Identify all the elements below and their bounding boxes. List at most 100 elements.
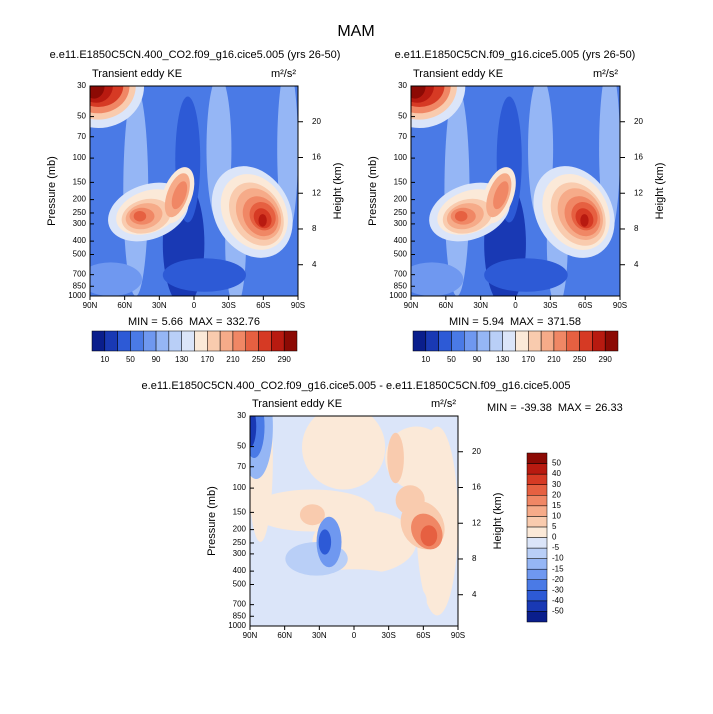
y2-axis-label: Height (km): [654, 163, 666, 220]
colorbar-box: [526, 590, 548, 602]
y-tick-label: 1000: [228, 621, 246, 630]
y-tick-label: 70: [77, 132, 86, 141]
colorbar-label: 90: [473, 355, 482, 364]
colorbar-box: [502, 330, 516, 352]
contour-field: [250, 416, 458, 626]
left-string: Transient eddy KE: [252, 398, 342, 410]
colorbar-box: [271, 330, 285, 352]
y-tick-label: 1000: [389, 291, 407, 300]
y-tick-label: 1000: [68, 291, 86, 300]
colorbar-box: [526, 463, 548, 475]
colorbar-label: -50: [552, 607, 564, 616]
y-tick-label: 150: [73, 177, 87, 186]
colorbar-label: -30: [552, 585, 564, 594]
x-tick-label: 60S: [578, 301, 592, 310]
colorbar-box: [412, 330, 427, 352]
contour-fill: [90, 86, 105, 99]
y2-tick-label: 8: [312, 224, 317, 233]
panel-title: e.e11.E1850C5CN.400_CO2.f09_g16.cice5.00…: [142, 380, 571, 392]
contour-fill: [580, 214, 589, 227]
stat-max: 371.58: [547, 316, 581, 328]
y-tick-label: 200: [394, 195, 408, 204]
colorbar-box: [91, 330, 106, 352]
y-tick-label: 700: [394, 270, 408, 279]
colorbar-label: 10: [100, 355, 109, 364]
contour-fill: [411, 262, 464, 296]
colorbar-box: [526, 526, 548, 538]
contour-fill: [484, 258, 568, 292]
x-tick-label: 30S: [222, 301, 236, 310]
y2-tick-label: 8: [472, 554, 477, 563]
y-tick-label: 300: [394, 219, 408, 228]
colorbar-box: [592, 330, 606, 352]
colorbar-label: 210: [226, 355, 240, 364]
y-tick-label: 70: [398, 132, 407, 141]
contour-fill: [90, 262, 142, 296]
right-string: m²/s²: [271, 68, 296, 80]
x-tick-label: 90N: [83, 301, 98, 310]
colorbar-label: 250: [573, 355, 587, 364]
colorbar-box: [526, 505, 548, 517]
y-tick-label: 100: [233, 483, 247, 492]
colorbar-box: [219, 330, 234, 352]
colorbar-box: [526, 568, 548, 580]
x-tick-label: 60S: [256, 301, 270, 310]
x-tick-label: 90S: [291, 301, 305, 310]
y-tick-label: 850: [233, 611, 247, 620]
y2-tick-label: 4: [472, 590, 477, 599]
colorbar-box: [553, 330, 567, 352]
colorbar-box: [579, 330, 593, 352]
colorbar-box: [245, 330, 259, 352]
colorbar-label: 50: [552, 459, 561, 468]
y-tick-label: 300: [73, 219, 87, 228]
x-tick-label: 60S: [416, 631, 430, 640]
left-string: Transient eddy KE: [92, 68, 182, 80]
y-axis-label: Pressure (mb): [46, 156, 58, 226]
colorbar-box: [194, 330, 208, 352]
colorbar-box: [489, 330, 503, 352]
colorbar-box: [526, 579, 548, 591]
colorbar-box: [526, 452, 548, 464]
y-tick-label: 150: [233, 507, 247, 516]
x-tick-label: 30S: [543, 301, 557, 310]
right-string: m²/s²: [431, 398, 456, 410]
x-tick-label: 30N: [473, 301, 488, 310]
contour-fill: [318, 529, 332, 555]
colorbar-box: [283, 330, 298, 352]
colorbar-label: 170: [201, 355, 215, 364]
contour-fill: [395, 485, 425, 515]
colorbar-box: [526, 558, 548, 570]
colorbar-box: [526, 611, 548, 623]
x-tick-label: 30S: [382, 631, 396, 640]
colorbar-label: 5: [552, 522, 557, 531]
x-tick-label: 60N: [438, 301, 453, 310]
x-tick-label: 0: [352, 631, 357, 640]
y2-tick-label: 16: [312, 153, 321, 162]
contour-fill: [281, 569, 427, 626]
colorbar-box: [258, 330, 272, 352]
contour-fill: [299, 504, 325, 526]
y-axis-label: Pressure (mb): [367, 156, 379, 226]
colorbar-label: 50: [126, 355, 135, 364]
panel-title: e.e11.E1850C5CN.f09_g16.cice5.005 (yrs 2…: [395, 49, 636, 61]
y-tick-label: 700: [73, 270, 87, 279]
contour-fill: [171, 181, 188, 210]
colorbar-box: [476, 330, 491, 352]
y-tick-label: 50: [77, 112, 86, 121]
y-tick-label: 250: [394, 208, 408, 217]
stat-min: -39.38: [521, 402, 552, 414]
y2-tick-label: 20: [312, 117, 321, 126]
x-tick-label: 90S: [613, 301, 627, 310]
colorbar-label: 15: [552, 501, 561, 510]
colorbar-box: [104, 330, 118, 352]
contour-fill: [258, 214, 267, 227]
y2-tick-label: 16: [634, 153, 643, 162]
colorbar-label: 290: [278, 355, 292, 364]
y-tick-label: 50: [398, 112, 407, 121]
colorbar-box: [515, 330, 529, 352]
colorbar-box: [232, 330, 246, 352]
colorbar-box: [438, 330, 452, 352]
stat-max: 332.76: [226, 316, 260, 328]
min-max: MIN = 5.94 MAX = 371.58: [449, 316, 581, 328]
contour-fill: [133, 210, 147, 222]
